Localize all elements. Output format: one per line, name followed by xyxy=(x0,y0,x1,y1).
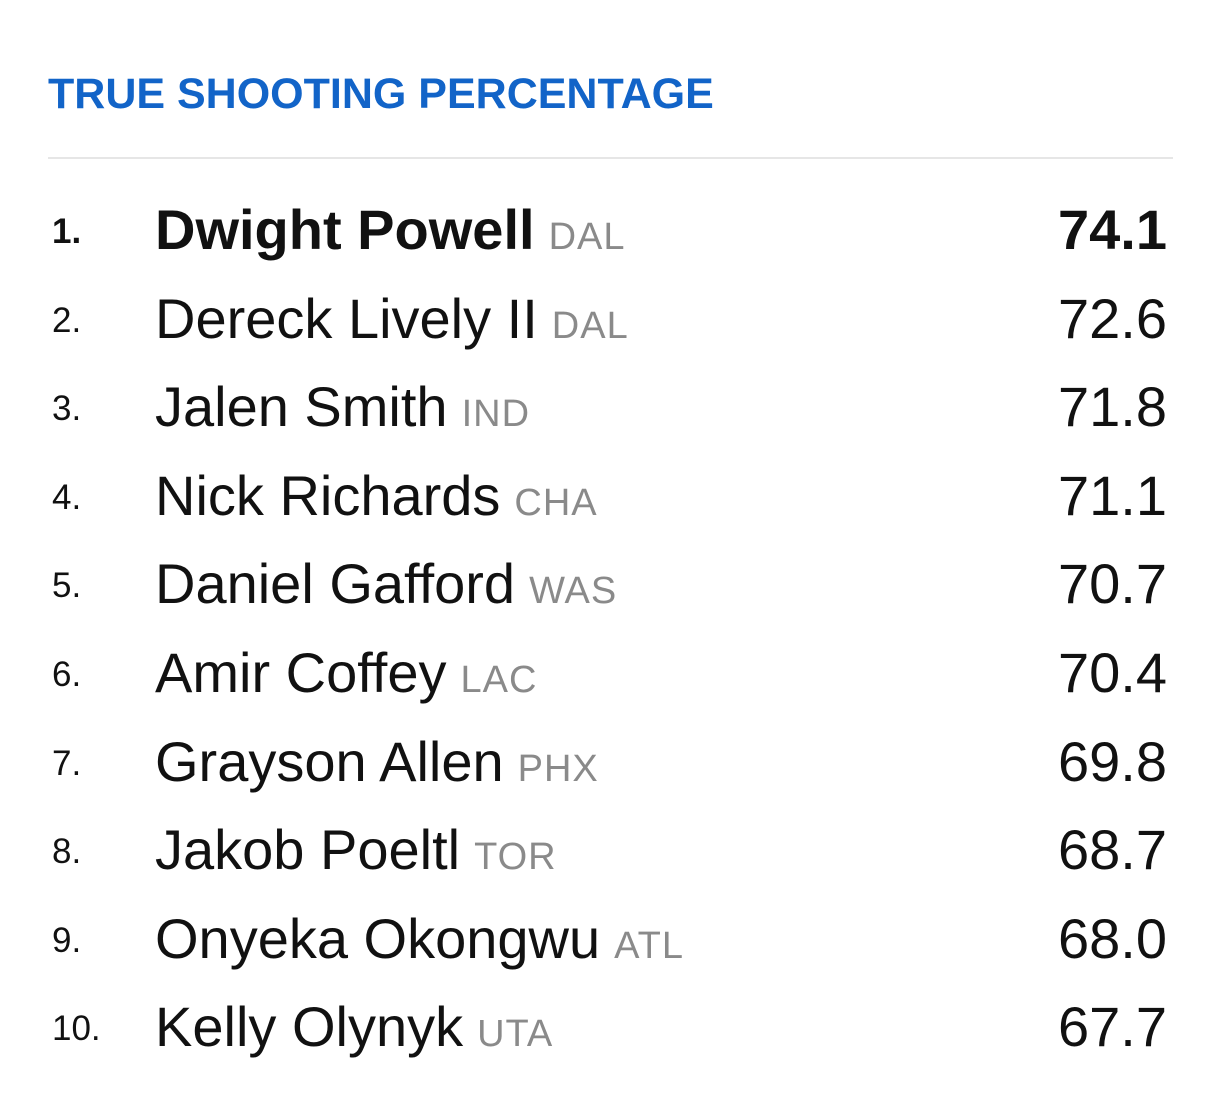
rank-label: 1. xyxy=(52,212,82,251)
stat-value: 67.7 xyxy=(1058,995,1167,1059)
team-abbrev: DAL xyxy=(548,216,626,258)
title-divider xyxy=(48,157,1173,159)
leader-row-1[interactable]: 1. Dwight Powell DAL 74.1 xyxy=(48,184,1173,273)
team-abbrev: IND xyxy=(461,393,531,436)
player-cell: Onyeka Okongwu ATL xyxy=(155,906,684,971)
leader-row-6[interactable]: 6. Amir Coffey LAC 70.4 xyxy=(48,627,1173,716)
stat-value: 68.0 xyxy=(1058,906,1167,970)
team-abbrev: TOR xyxy=(474,836,557,879)
stat-value: 68.7 xyxy=(1058,818,1167,882)
leader-row-5[interactable]: 5. Daniel Gafford WAS 70.7 xyxy=(48,538,1173,627)
leader-row-4[interactable]: 4. Nick Richards CHA 71.1 xyxy=(48,450,1173,539)
stat-value: 71.8 xyxy=(1058,375,1167,439)
team-abbrev: DAL xyxy=(551,304,629,347)
stat-value: 69.8 xyxy=(1058,729,1167,793)
leaderboard-title: TRUE SHOOTING PERCENTAGE xyxy=(48,70,714,118)
player-cell: Dwight Powell DAL xyxy=(155,197,625,262)
leader-row-8[interactable]: 8. Jakob Poeltl TOR 68.7 xyxy=(48,804,1173,893)
player-name[interactable]: Daniel Gafford xyxy=(155,552,516,616)
player-cell: Jakob Poeltl TOR xyxy=(155,817,557,882)
leader-row-10[interactable]: 10. Kelly Olynyk UTA 67.7 xyxy=(48,981,1173,1070)
leaders-list: 1. Dwight Powell DAL 74.1 2. Dereck Livel… xyxy=(48,184,1173,1070)
stat-value: 71.1 xyxy=(1058,463,1167,527)
rank-label: 5. xyxy=(52,566,82,606)
player-name[interactable]: Dereck Lively II xyxy=(155,286,538,350)
stat-value: 70.4 xyxy=(1058,640,1167,704)
team-abbrev: WAS xyxy=(529,570,618,613)
leaderboard-panel: TRUE SHOOTING PERCENTAGE 1. Dwight Powel… xyxy=(48,0,1173,1112)
player-cell: Kelly Olynyk UTA xyxy=(155,994,553,1059)
player-name[interactable]: Amir Coffey xyxy=(155,640,447,704)
player-cell: Jalen Smith IND xyxy=(155,374,530,439)
rank-label: 3. xyxy=(52,389,82,429)
player-cell: Amir Coffey LAC xyxy=(155,640,537,705)
stat-value: 72.6 xyxy=(1058,286,1167,350)
player-name[interactable]: Jakob Poeltl xyxy=(155,818,461,882)
player-cell: Daniel Gafford WAS xyxy=(155,551,617,616)
team-abbrev: LAC xyxy=(460,658,538,701)
stat-value: 70.7 xyxy=(1058,552,1167,616)
player-name[interactable]: Grayson Allen xyxy=(155,729,504,793)
leader-row-3[interactable]: 3. Jalen Smith IND 71.8 xyxy=(48,361,1173,450)
rank-label: 9. xyxy=(52,920,82,960)
leader-row-9[interactable]: 9. Onyeka Okongwu ATL 68.0 xyxy=(48,893,1173,982)
rank-label: 8. xyxy=(52,832,82,872)
rank-label: 10. xyxy=(52,1009,101,1049)
player-cell: Nick Richards CHA xyxy=(155,463,598,528)
player-cell: Dereck Lively II DAL xyxy=(155,286,629,351)
leader-row-2[interactable]: 2. Dereck Lively II DAL 72.6 xyxy=(48,273,1173,362)
player-name[interactable]: Onyeka Okongwu xyxy=(155,906,601,970)
team-abbrev: ATL xyxy=(614,924,685,967)
player-name[interactable]: Dwight Powell xyxy=(155,198,535,261)
team-abbrev: PHX xyxy=(517,747,599,790)
rank-label: 7. xyxy=(52,743,82,783)
rank-label: 2. xyxy=(52,300,82,340)
player-cell: Grayson Allen PHX xyxy=(155,729,599,794)
player-name[interactable]: Kelly Olynyk xyxy=(155,995,464,1059)
stat-value: 74.1 xyxy=(1058,198,1167,261)
player-name[interactable]: Jalen Smith xyxy=(155,375,448,439)
team-abbrev: CHA xyxy=(514,481,598,524)
rank-label: 6. xyxy=(52,654,82,694)
rank-label: 4. xyxy=(52,477,82,517)
team-abbrev: UTA xyxy=(477,1013,554,1056)
player-name[interactable]: Nick Richards xyxy=(155,463,501,527)
leader-row-7[interactable]: 7. Grayson Allen PHX 69.8 xyxy=(48,716,1173,805)
